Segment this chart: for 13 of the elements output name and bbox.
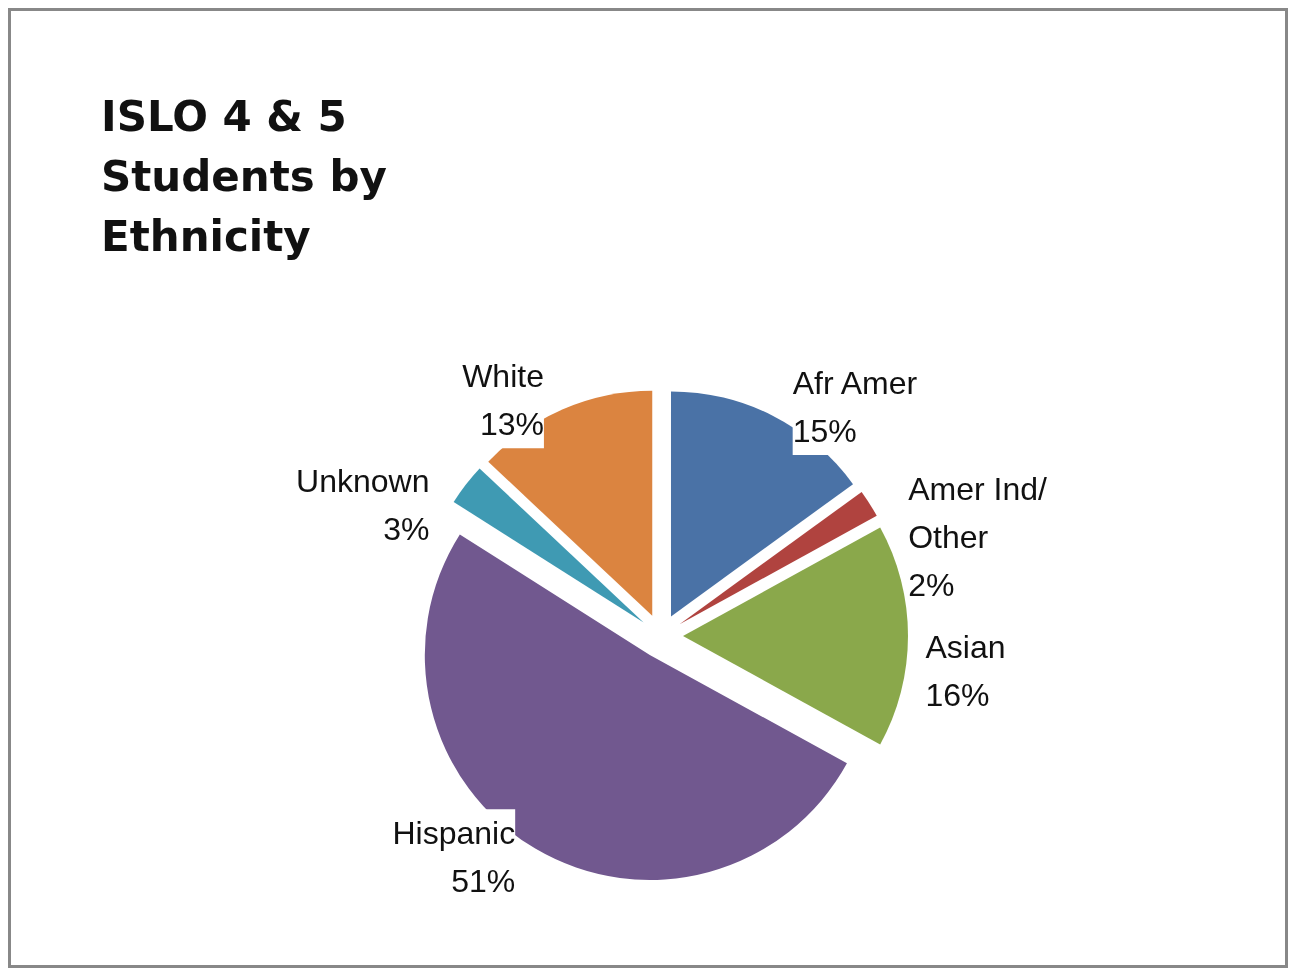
slice-label: Hispanic xyxy=(392,815,516,852)
slice-label: Asian xyxy=(925,628,1006,665)
chart-title: ISLO 4 & 5 Students by Ethnicity xyxy=(101,91,402,261)
data-label: 3% xyxy=(383,510,430,547)
data-label: 2% xyxy=(908,566,955,603)
slice-label: Unknown xyxy=(296,462,430,499)
data-label: 16% xyxy=(925,676,990,713)
slice-label: Amer Ind/Other xyxy=(908,470,1047,555)
data-label: 51% xyxy=(451,863,516,900)
slice-label: White xyxy=(462,358,544,395)
data-label: 15% xyxy=(792,413,857,450)
data-label: 13% xyxy=(479,406,544,443)
slice-label: Afr Amer xyxy=(792,365,918,402)
